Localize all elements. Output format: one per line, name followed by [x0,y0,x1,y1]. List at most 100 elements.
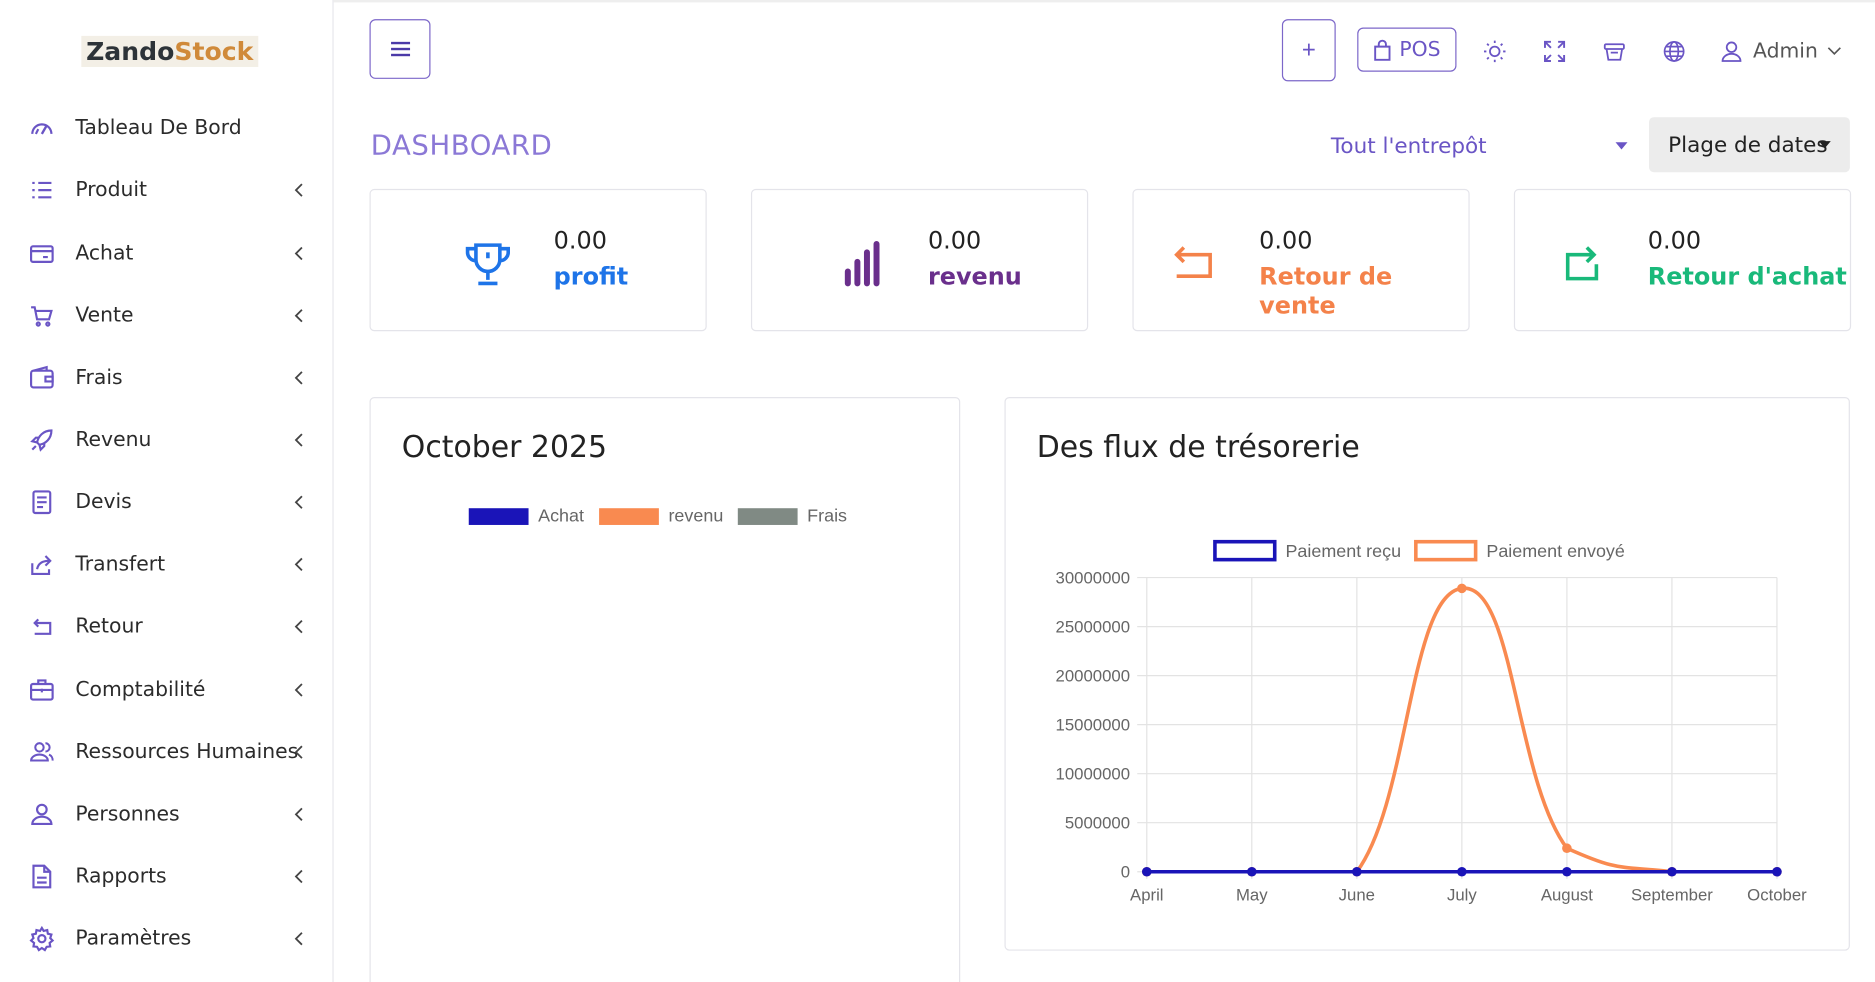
chevron-left-icon [292,246,306,261]
legend-swatch [1213,539,1277,562]
sidebar-item-comptabilite[interactable]: Comptabilité [0,666,334,714]
data-point [1247,866,1257,877]
cashflow-chart-panel: Des flux de trésorerie 0 5000000 10000000 1… [1004,397,1850,951]
basket-icon[interactable] [1601,38,1627,64]
rocket-icon [29,427,55,453]
y-tick-label: 15000000 [1056,716,1130,735]
share-icon [29,551,55,577]
stat-label: Retour d'achat [1647,261,1847,291]
brand-logo[interactable]: ZandoStock [81,35,259,67]
sidebar-item-parametres[interactable]: Paramètres [0,915,334,963]
cart-icon [29,303,55,329]
user-icon [1721,41,1742,62]
return-right-icon [1556,240,1609,288]
sidebar-item-produit[interactable]: Produit [0,166,334,214]
sidebar-item-vente[interactable]: Vente [0,292,334,340]
page-title: DASHBOARD [370,130,553,162]
admin-label: Admin [1753,39,1818,64]
data-point [1562,866,1572,877]
add-button-label: + [1301,36,1316,63]
sidebar-item-retour[interactable]: Retour [0,603,334,651]
trophy-icon [462,240,515,288]
panel-title: Des flux de trésorerie [1036,429,1360,464]
sidebar-item-label: Rapports [75,864,167,889]
legend-label: Paiement reçu [1285,541,1401,561]
stat-card-retour-achat: 0.00 Retour d'achat [1513,188,1852,332]
sidebar-item-label: Produit [75,178,148,203]
stat-label: Retour de vente [1259,261,1393,320]
chevron-left-icon [292,807,306,821]
stat-label: profit [553,261,629,291]
warehouse-select[interactable]: Tout l'entrepôt [1331,130,1630,161]
chevron-left-icon [292,932,306,946]
sidebar-item-label: Transfert [75,552,166,577]
file-icon [29,863,55,889]
credit-card-icon [29,240,55,266]
return-arrow-icon [29,613,55,639]
data-point [1457,583,1467,594]
sidebar-item-label: Personnes [75,802,180,827]
menu-toggle-button[interactable] [369,19,431,79]
stat-value: 0.00 [1647,226,1702,255]
sidebar-item-rapports[interactable]: Rapports [0,853,334,901]
legend-swatch [468,507,529,525]
sidebar-item-label: Frais [75,365,123,390]
admin-menu[interactable]: Admin [1720,36,1842,67]
shopping-bag-icon [1374,39,1391,61]
sidebar-item-achat[interactable]: Achat [0,230,334,278]
sidebar-item-label: Paramètres [75,926,192,951]
fullscreen-icon[interactable] [1541,38,1567,64]
top-border [333,0,1875,3]
sidebar-item-revenu[interactable]: Revenu [0,416,334,464]
globe-icon[interactable] [1661,38,1687,64]
legend-label: Paiement envoyé [1486,541,1625,561]
chevron-left-icon [292,869,306,884]
stat-value: 0.00 [1259,226,1313,255]
date-range-button[interactable]: Plage de dates [1649,117,1850,173]
chevron-left-icon [292,309,306,323]
data-point [1457,866,1467,877]
x-tick-label: June [1339,885,1375,904]
y-tick-label: 25000000 [1056,618,1130,637]
cashflow-line-chart: 0 5000000 10000000 15000000 20000000 25000000… [1056,539,1807,904]
data-point [1562,843,1572,853]
x-tick-label: October [1747,885,1807,904]
sidebar-item-label: Vente [75,303,134,328]
legend-item-frais[interactable]: Frais [737,506,847,526]
stat-card-profit: 0.00 profit [369,188,707,332]
sidebar-item-personnes[interactable]: Personnes [0,790,334,838]
date-range-label: Plage de dates [1668,132,1828,158]
data-point [1772,866,1782,877]
monthly-chart-panel: October 2025 Achat revenu Frais [369,397,961,982]
stat-value: 0.00 [553,226,607,255]
briefcase-icon [29,677,55,703]
sun-icon[interactable] [1482,38,1508,64]
sidebar-item-ressources-humaines[interactable]: Ressources Humaines [0,728,334,776]
pos-button[interactable]: POS [1357,27,1457,72]
sidebar-item-label: Tableau De Bord [75,115,242,140]
add-button[interactable]: + [1281,19,1336,82]
sidebar-item-tableau-de-bord[interactable]: Tableau De Bord [0,104,334,152]
x-tick-label: May [1236,885,1268,904]
brand-name-part1: Zando [86,37,175,66]
warehouse-select-value: Tout l'entrepôt [1330,133,1487,159]
caret-down-icon [1615,142,1628,150]
y-tick-label: 5000000 [1065,814,1130,833]
legend-swatch [599,507,659,525]
legend-item-achat[interactable]: Achat [468,506,584,526]
sidebar-item-transfert[interactable]: Transfert [0,541,334,589]
sidebar-item-devis[interactable]: Devis [0,478,334,526]
chevron-left-icon [292,683,306,697]
legend-label: revenu [668,505,724,527]
x-tick-label: July [1447,885,1477,904]
sidebar-item-frais[interactable]: Frais [0,354,334,402]
document-icon [29,489,55,515]
user-icon [29,801,55,827]
chevron-left-icon [292,557,306,572]
y-tick-label: 10000000 [1056,765,1130,784]
wallet-icon [29,365,55,391]
brand-name-part2: Stock [174,37,254,66]
legend-item-revenu[interactable]: revenu [599,506,723,526]
sidebar: ZandoStock Tableau De Bord Produit Achat Ve… [0,0,334,982]
sidebar-item-label: Comptabilité [75,678,206,702]
